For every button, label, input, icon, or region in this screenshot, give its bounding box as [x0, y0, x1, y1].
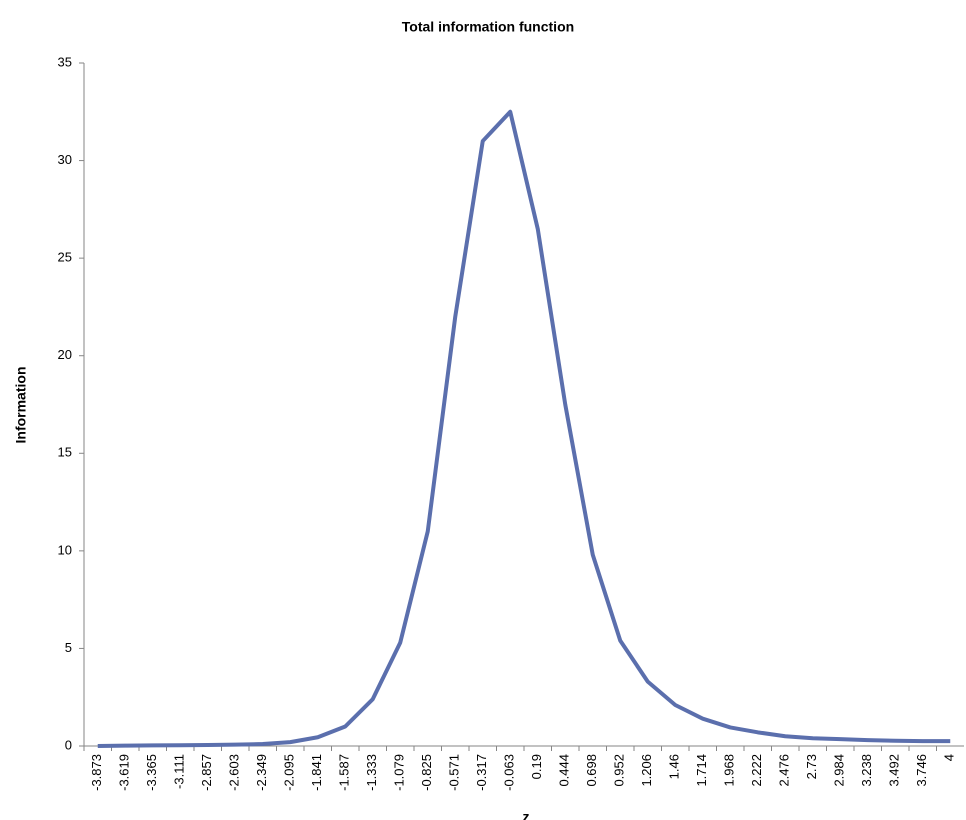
y-tick-label: 20	[58, 347, 72, 362]
x-tick-label: 1.968	[722, 754, 737, 787]
y-tick-label: 15	[58, 445, 72, 460]
x-tick-label: 2.222	[749, 754, 764, 787]
x-tick-label: -3.873	[89, 754, 104, 791]
x-tick-label: 2.73	[804, 754, 819, 779]
y-tick-label: 5	[65, 640, 72, 655]
x-tick-label: -3.111	[172, 754, 187, 789]
y-axis-label: Information	[13, 367, 29, 444]
x-tick-label: -2.857	[199, 754, 214, 791]
y-tick-label: 35	[58, 54, 72, 69]
x-tick-label: -2.349	[254, 754, 269, 791]
x-axis-label: z	[523, 809, 530, 820]
x-tick-label: -1.079	[392, 754, 407, 791]
x-tick-label: 0.19	[529, 754, 544, 779]
x-tick-label: -1.841	[309, 754, 324, 791]
x-tick-label: -1.587	[337, 754, 352, 791]
x-tick-label: -0.571	[447, 754, 462, 791]
x-tick-label: -0.825	[419, 754, 434, 791]
x-tick-label: 2.476	[777, 754, 792, 787]
chart-title: Total information function	[402, 19, 574, 35]
x-tick-label: 0.952	[612, 754, 627, 787]
x-tick-label: 1.206	[639, 754, 654, 787]
y-tick-label: 25	[58, 250, 72, 265]
x-tick-label: 3.492	[887, 754, 902, 787]
x-tick-label: 4	[942, 754, 957, 761]
data-line	[97, 109, 951, 748]
y-tick-label: 0	[65, 737, 72, 752]
x-tick-label: 1.46	[667, 754, 682, 779]
x-tick-label: 1.714	[694, 754, 709, 787]
x-tick-label: -0.063	[502, 754, 517, 791]
x-tick-label: -0.317	[474, 754, 489, 791]
x-tick-label: 0.698	[584, 754, 599, 787]
y-tick-label: 30	[58, 152, 72, 167]
x-tick-label: -3.619	[117, 754, 132, 791]
x-tick-label: -2.603	[227, 754, 242, 791]
x-tick-label: -2.095	[282, 754, 297, 791]
x-tick-label: 3.238	[859, 754, 874, 787]
x-tick-label: 3.746	[914, 754, 929, 787]
x-tick-label: -3.365	[144, 754, 159, 791]
x-tick-label: 2.984	[832, 754, 847, 787]
x-tick-label: -1.333	[364, 754, 379, 791]
y-tick-label: 10	[58, 542, 72, 557]
x-tick-label: 0.444	[557, 754, 572, 787]
